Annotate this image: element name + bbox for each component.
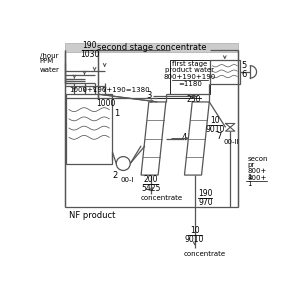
- Text: 10: 10: [190, 226, 199, 235]
- Text: 1: 1: [247, 181, 252, 187]
- Text: 190: 190: [83, 41, 97, 50]
- Text: 2: 2: [112, 171, 118, 180]
- Text: 1: 1: [114, 109, 119, 118]
- Text: 10: 10: [211, 116, 220, 125]
- Text: NF product: NF product: [69, 211, 116, 220]
- Text: 9010: 9010: [206, 125, 225, 134]
- Text: 9010: 9010: [185, 235, 204, 244]
- Text: 1: 1: [247, 174, 252, 180]
- Text: concentrate: concentrate: [140, 195, 182, 201]
- Bar: [170, 60, 210, 94]
- Bar: [210, 60, 240, 84]
- Text: 00-I: 00-I: [120, 178, 134, 183]
- Text: concentrate: concentrate: [184, 250, 226, 257]
- Text: 1030: 1030: [80, 50, 100, 59]
- Text: 1000: 1000: [96, 99, 116, 108]
- Text: 7: 7: [216, 132, 222, 141]
- Text: 200: 200: [144, 175, 158, 184]
- Text: 5425: 5425: [141, 184, 161, 193]
- Text: pr: pr: [247, 162, 254, 168]
- Text: water: water: [40, 67, 59, 73]
- Text: secon: secon: [247, 156, 268, 162]
- Text: 4: 4: [181, 133, 187, 143]
- Text: 800+190+190: 800+190+190: [164, 74, 216, 80]
- Text: 5: 5: [241, 61, 246, 70]
- Bar: [66, 94, 112, 164]
- Text: second stage concentrate: second stage concentrate: [97, 43, 206, 52]
- Text: PPM: PPM: [40, 58, 54, 64]
- Text: 800+: 800+: [247, 168, 267, 174]
- Text: 1000+190+190=1380: 1000+190+190=1380: [69, 88, 150, 93]
- Text: product water: product water: [165, 67, 214, 73]
- Text: 970: 970: [198, 198, 213, 207]
- Text: 3: 3: [147, 91, 152, 100]
- Text: first stage: first stage: [172, 61, 208, 67]
- Text: 800+: 800+: [247, 175, 267, 181]
- Text: /hour: /hour: [40, 54, 58, 59]
- Text: =1180: =1180: [178, 81, 202, 87]
- Text: 00-II: 00-II: [224, 139, 240, 145]
- Bar: [65, 43, 238, 52]
- Text: 250: 250: [187, 95, 201, 104]
- Text: 6: 6: [241, 70, 247, 79]
- Text: 190: 190: [198, 189, 213, 198]
